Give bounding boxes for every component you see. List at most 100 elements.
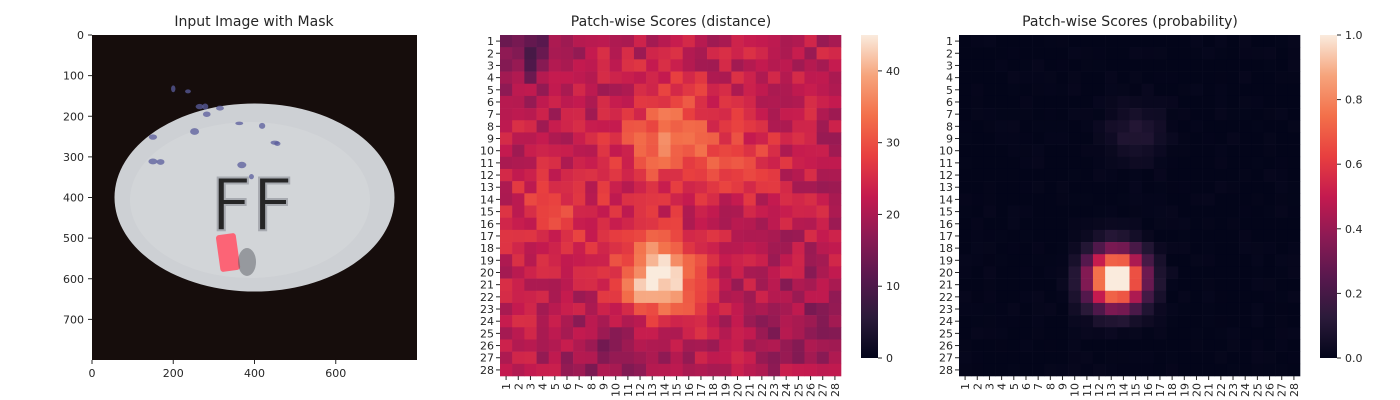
- heatmap-y-tick-label: 6: [487, 96, 494, 109]
- heatmap-cell: [983, 47, 996, 60]
- heatmap-cell: [1263, 120, 1276, 133]
- colorbar-tick-label: 40: [886, 65, 900, 78]
- heatmap-cell: [1056, 290, 1069, 304]
- heatmap-cell: [1032, 229, 1045, 243]
- heatmap-cell: [1287, 339, 1301, 352]
- heatmap-cell: [1275, 193, 1289, 206]
- heatmap-cell: [609, 108, 623, 121]
- heatmap-cell: [1251, 217, 1264, 231]
- heatmap-cell: [500, 144, 513, 158]
- heatmap-cell: [573, 205, 586, 218]
- heatmap-cell: [767, 217, 781, 231]
- heatmap-cell: [1166, 266, 1179, 279]
- heatmap-cell: [1080, 327, 1094, 340]
- heatmap-cell: [731, 132, 744, 145]
- heatmap-y-tick-label: 9: [487, 133, 494, 146]
- image-y-tick-label: 0: [77, 29, 84, 42]
- heatmap-cell: [1117, 205, 1130, 218]
- heatmap-cell: [1239, 217, 1252, 231]
- heatmap-cell: [524, 217, 537, 231]
- heatmap-cell: [1190, 144, 1203, 158]
- heatmap-cell: [694, 254, 708, 267]
- speckle: [185, 89, 191, 94]
- heatmap-cell: [1019, 205, 1033, 218]
- distance-title: Patch-wise Scores (distance): [571, 14, 771, 30]
- heatmap-cell: [573, 120, 586, 133]
- heatmap-cell: [597, 120, 610, 133]
- heatmap-cell: [1007, 35, 1021, 48]
- heatmap-cell: [816, 315, 830, 328]
- heatmap-cell: [1032, 254, 1045, 267]
- heatmap-cell: [731, 59, 744, 72]
- heatmap-cell: [1117, 266, 1130, 279]
- heatmap-cell: [731, 71, 744, 85]
- heatmap-cell: [1032, 71, 1045, 85]
- heatmap-cell: [1019, 266, 1033, 279]
- heatmap-cell: [959, 217, 972, 231]
- heatmap-cell: [1007, 217, 1021, 231]
- heatmap-cell: [1226, 47, 1240, 60]
- heatmap-cell: [1178, 254, 1191, 267]
- heatmap-cell: [1214, 71, 1228, 85]
- heatmap-cell: [682, 351, 696, 365]
- heatmap-cell: [1166, 120, 1179, 133]
- heatmap-cell: [1044, 144, 1057, 158]
- heatmap-cell: [609, 35, 623, 48]
- heatmap-cell: [995, 290, 1009, 304]
- heatmap-y-tick-label: 13: [939, 181, 953, 194]
- speckle: [216, 105, 224, 111]
- heatmap-cell: [719, 47, 732, 60]
- heatmap-cell: [524, 363, 537, 377]
- heatmap-cell: [792, 47, 805, 60]
- heatmap-cell: [609, 351, 623, 365]
- heatmap-cell: [1141, 181, 1155, 194]
- heatmap-cell: [524, 302, 537, 316]
- heatmap-cell: [1032, 339, 1045, 352]
- heatmap-cell: [1153, 120, 1167, 133]
- heatmap-cell: [536, 205, 550, 218]
- heatmap-cell: [1117, 71, 1130, 85]
- heatmap-cell: [512, 168, 525, 182]
- heatmap-cell: [1105, 108, 1118, 121]
- heatmap-cell: [1153, 302, 1167, 316]
- heatmap-cell: [560, 351, 574, 365]
- heatmap-cell: [1166, 95, 1179, 109]
- heatmap-cell: [682, 327, 696, 340]
- distance-heatmap-cells: [500, 35, 842, 377]
- heatmap-cell: [1263, 144, 1276, 158]
- heatmap-cell: [804, 327, 817, 340]
- heatmap-cell: [670, 120, 683, 133]
- heatmap-cell: [1287, 254, 1301, 267]
- heatmap-cell: [1080, 229, 1094, 243]
- heatmap-cell: [548, 327, 562, 340]
- heatmap-cell: [1263, 168, 1276, 182]
- heatmap-y-tick-label: 6: [946, 96, 953, 109]
- heatmap-cell: [500, 35, 513, 48]
- heatmap-cell: [560, 181, 574, 194]
- heatmap-x-tick-label: 9: [1057, 383, 1070, 390]
- heatmap-cell: [719, 108, 732, 121]
- heatmap-cell: [573, 351, 586, 365]
- heatmap-y-tick-label: 20: [480, 266, 494, 279]
- heatmap-cell: [573, 339, 586, 352]
- heatmap-cell: [1141, 302, 1155, 316]
- heatmap-cell: [707, 95, 720, 109]
- heatmap-cell: [682, 35, 696, 48]
- heatmap-cell: [731, 35, 744, 48]
- heatmap-cell: [1117, 83, 1130, 97]
- heatmap-cell: [1068, 83, 1082, 97]
- heatmap-cell: [1153, 168, 1167, 182]
- heatmap-cell: [1141, 108, 1155, 121]
- image-x-tick-label: 600: [325, 367, 346, 380]
- heatmap-cell: [1251, 242, 1264, 255]
- heatmap-cell: [500, 290, 513, 304]
- heatmap-cell: [585, 327, 598, 340]
- heatmap-cell: [1275, 47, 1289, 60]
- heatmap-cell: [646, 278, 659, 292]
- heatmap-cell: [995, 242, 1009, 255]
- heatmap-cell: [548, 95, 562, 109]
- heatmap-cell: [1117, 59, 1130, 72]
- heatmap-cell: [1068, 351, 1082, 365]
- heatmap-cell: [1214, 144, 1228, 158]
- heatmap-cell: [658, 351, 671, 365]
